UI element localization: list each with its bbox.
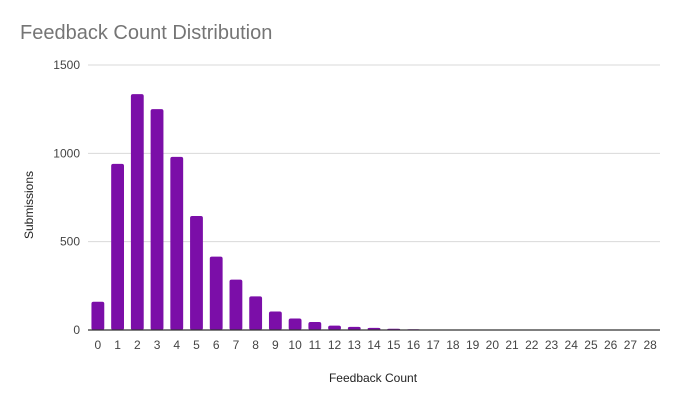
x-tick-label: 7	[233, 338, 240, 352]
bar-4	[170, 156, 184, 330]
x-tick-label: 16	[407, 338, 421, 352]
y-tick-label: 500	[60, 235, 80, 249]
bar-2	[130, 94, 144, 331]
x-tick-label: 15	[387, 338, 401, 352]
bar-6	[209, 256, 223, 330]
y-tick-label: 0	[73, 323, 80, 337]
x-tick-label: 11	[309, 338, 322, 352]
bars	[91, 94, 657, 331]
chart-title: Feedback Count Distribution	[20, 22, 272, 44]
y-tick-label: 1500	[53, 58, 80, 72]
x-tick-label: 28	[643, 338, 657, 352]
x-tick-label: 9	[272, 338, 279, 352]
bar-1	[111, 163, 124, 330]
x-tick-label: 21	[505, 338, 519, 352]
bar-11	[308, 322, 322, 330]
x-tick-label: 1	[114, 338, 121, 352]
x-tick-label: 25	[584, 338, 598, 352]
x-tick-label: 20	[486, 338, 500, 352]
bar-13	[347, 326, 361, 330]
bar-10	[288, 318, 302, 330]
x-tick-label: 19	[466, 338, 480, 352]
x-tick-label: 18	[446, 338, 460, 352]
x-tick-label: 6	[213, 338, 220, 352]
x-tick-label: 14	[367, 338, 381, 352]
bar-9	[268, 311, 282, 330]
bar-0	[91, 301, 105, 330]
x-tick-label: 0	[95, 338, 102, 352]
bar-8	[249, 296, 263, 330]
x-tick-label: 23	[545, 338, 559, 352]
bar-7	[229, 279, 243, 330]
bar-5	[190, 216, 203, 330]
x-tick-label: 8	[252, 338, 259, 352]
x-tick-label: 26	[604, 338, 618, 352]
y-axis-ticks: 0 500 1000 1500	[53, 58, 80, 337]
x-tick-label: 13	[348, 338, 362, 352]
x-tick-label: 17	[426, 338, 440, 352]
x-tick-label: 3	[154, 338, 161, 352]
gridlines	[88, 64, 660, 243]
x-tick-label: 24	[565, 338, 579, 352]
x-tick-label: 12	[328, 338, 342, 352]
x-axis-ticks: 0 1 2 3 4 5 6 7 8 9 10 11 12 13 14 15 16 17 18 19 20 21 22 23 24…	[95, 338, 658, 352]
x-tick-label: 4	[173, 338, 180, 352]
x-tick-label: 2	[134, 338, 141, 352]
x-tick-label: 5	[193, 338, 200, 352]
x-tick-label: 22	[525, 338, 539, 352]
bar-12	[328, 325, 341, 330]
x-tick-label: 10	[288, 338, 302, 352]
y-tick-label: 1000	[53, 146, 80, 160]
x-axis-label: Feedback Count	[329, 371, 418, 385]
bar-3	[150, 109, 164, 331]
x-tick-label: 27	[624, 338, 638, 352]
y-axis-label: Submissions	[22, 171, 36, 239]
